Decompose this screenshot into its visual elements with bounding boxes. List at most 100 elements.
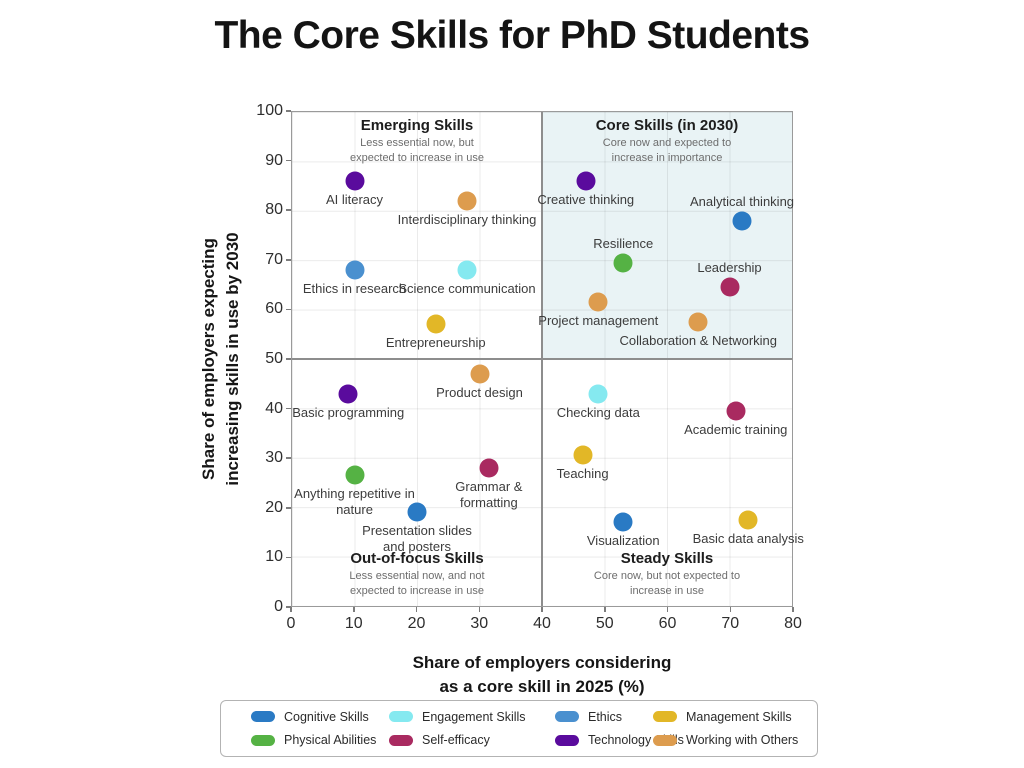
point-label-analytical-thinking: Analytical thinking — [689, 193, 795, 209]
y-axis-tick-marks — [286, 110, 291, 608]
data-point-basic-programming — [338, 384, 358, 404]
legend-item-working-with-others: Working with Others — [653, 733, 809, 747]
data-point-visualization — [613, 512, 633, 532]
x-tick-mark-70 — [729, 607, 731, 612]
x-tick-0: 0 — [286, 615, 296, 632]
page-title: The Core Skills for PhD Students — [214, 14, 810, 57]
y-tick-10: 10 — [265, 548, 283, 566]
y-axis-tick-labels: 0 10 20 30 40 50 60 70 80 90 100 — [235, 102, 283, 615]
data-point-teaching — [573, 445, 593, 465]
y-tick-100: 100 — [256, 102, 283, 119]
x-axis-label: Share of employers considering as a core… — [412, 653, 672, 696]
plot-area: Emerging Skills Less essential now, but … — [291, 111, 804, 607]
legend-swatch-ethics — [555, 711, 579, 723]
legend-item-self-efficacy: Self-efficacy — [389, 733, 555, 747]
data-point-academic-training — [726, 401, 746, 421]
legend-label-self-efficacy: Self-efficacy — [422, 733, 490, 748]
point-label-entrepreneurship: Entrepreneurship — [385, 335, 486, 351]
data-point-anything-repetitive-in-nature — [345, 465, 364, 485]
data-point-analytical-thinking — [732, 211, 752, 231]
legend-label-management-skills: Management Skills — [686, 709, 792, 724]
point-label-ai-literacy: AI literacy — [325, 192, 384, 208]
y-tick-70: 70 — [265, 250, 283, 268]
y-tick-mark-30 — [286, 457, 291, 459]
point-label-basic-programming: Basic programming — [292, 404, 405, 420]
point-label-academic-training: Academic training — [684, 421, 788, 437]
y-tick-mark-80 — [286, 209, 291, 211]
point-label-resilience: Resilience — [593, 235, 654, 251]
x-tick-mark-40 — [541, 607, 543, 612]
data-point-product-design — [470, 364, 489, 384]
x-tick-mark-80 — [792, 607, 794, 612]
x-tick-70: 70 — [721, 615, 740, 632]
core-skills-quadrant-shade — [542, 112, 792, 359]
data-point-leadership — [720, 277, 739, 297]
legend-item-ethics: Ethics — [555, 710, 653, 724]
y-tick-mark-20 — [286, 507, 291, 509]
data-point-ethics-in-research — [345, 260, 364, 280]
legend-item-engagement-skills: Engagement Skills — [389, 710, 555, 724]
legend-swatch-self-efficacy — [389, 734, 413, 746]
data-point-ai-literacy — [345, 171, 364, 191]
legend-label-working-with-others: Working with Others — [686, 733, 799, 748]
y-tick-40: 40 — [265, 399, 283, 417]
y-tick-20: 20 — [265, 498, 283, 516]
legend-label-physical-abilities: Physical Abilities — [284, 733, 377, 748]
legend-swatch-management-skills — [653, 711, 677, 723]
point-label-grammar-formatting: Grammar & formatting — [455, 478, 523, 510]
data-point-grammar-formatting — [479, 458, 499, 478]
x-tick-80: 80 — [784, 615, 802, 632]
legend-swatch-cognitive-skills — [251, 711, 275, 723]
quadrant-divider-horizontal — [292, 358, 792, 360]
y-tick-mark-40 — [286, 407, 291, 410]
point-label-product-design: Product design — [436, 384, 523, 400]
point-label-creative-thinking: Creative thinking — [537, 192, 635, 208]
point-label-teaching: Teaching — [556, 466, 609, 482]
y-tick-80: 80 — [265, 201, 283, 219]
point-label-basic-data-analysis: Basic data analysis — [692, 530, 804, 546]
point-label-anything-repetitive-in-nature: Anything repetitive in nature — [294, 486, 415, 518]
data-point-project-management — [588, 292, 608, 312]
x-tick-50: 50 — [595, 615, 614, 632]
data-point-entrepreneurship — [426, 314, 446, 334]
x-tick-mark-60 — [666, 607, 669, 612]
y-tick-mark-90 — [286, 159, 291, 162]
legend-item-management-skills: Management Skills — [653, 710, 809, 724]
data-point-science-communication — [457, 260, 477, 280]
y-tick-mark-70 — [286, 259, 291, 261]
y-tick-mark-60 — [286, 308, 291, 311]
data-point-interdisciplinary-thinking — [457, 191, 477, 211]
legend-swatch-engagement-skills — [389, 711, 413, 723]
legend-item-cognitive-skills: Cognitive Skills — [251, 710, 389, 724]
x-tick-mark-50 — [604, 607, 606, 612]
x-tick-mark-30 — [478, 607, 480, 612]
legend: Cognitive Skills Engagement Skills Ethics M… — [220, 700, 818, 757]
point-label-interdisciplinary-thinking: Interdisciplinary thinking — [397, 211, 537, 227]
x-tick-mark-10 — [353, 607, 355, 612]
y-tick-mark-0 — [286, 606, 291, 608]
x-tick-40: 40 — [533, 615, 551, 632]
y-tick-mark-50 — [286, 358, 291, 360]
x-tick-60: 60 — [658, 615, 677, 632]
x-tick-20: 20 — [407, 615, 426, 632]
x-tick-10: 10 — [344, 615, 363, 632]
y-tick-0: 0 — [274, 598, 283, 615]
point-label-science-communication: Science communication — [398, 281, 536, 297]
point-label-ethics-in-research: Ethics in research — [302, 281, 407, 297]
x-tick-30: 30 — [470, 615, 489, 632]
point-label-presentation-slides-and-posters: Presentation slides and posters — [362, 523, 472, 555]
y-tick-90: 90 — [265, 151, 283, 169]
point-label-visualization: Visualization — [586, 533, 660, 549]
data-point-presentation-slides-and-posters — [407, 502, 427, 522]
point-label-project-management: Project management — [538, 313, 659, 329]
y-tick-mark-10 — [286, 556, 291, 559]
x-tick-mark-0 — [290, 607, 292, 612]
legend-label-ethics: Ethics — [588, 709, 623, 724]
data-point-basic-data-analysis — [738, 510, 758, 530]
point-label-leadership: Leadership — [697, 260, 762, 276]
point-label-checking-data: Checking data — [556, 404, 640, 420]
legend-swatch-working-with-others — [653, 734, 677, 746]
legend-swatch-physical-abilities — [251, 734, 275, 746]
data-point-creative-thinking — [576, 171, 596, 191]
